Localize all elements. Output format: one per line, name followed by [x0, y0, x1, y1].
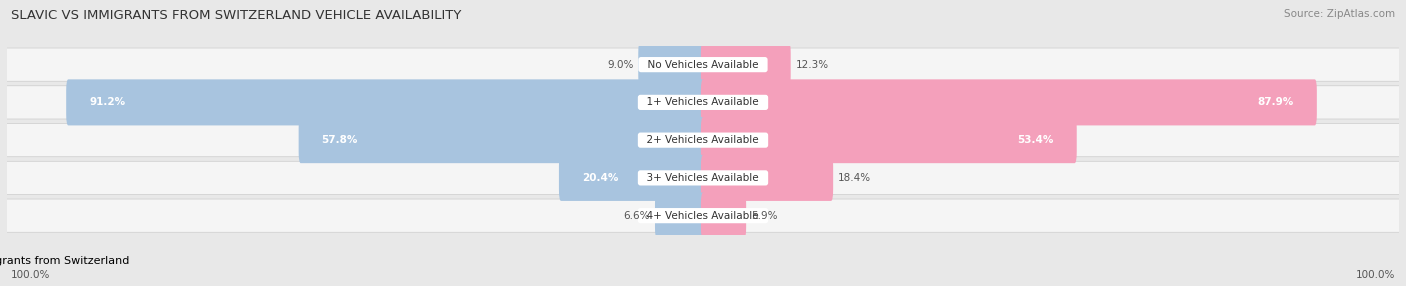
Text: 53.4%: 53.4%: [1018, 135, 1053, 145]
FancyBboxPatch shape: [702, 155, 834, 201]
Text: Source: ZipAtlas.com: Source: ZipAtlas.com: [1284, 9, 1395, 19]
Text: 57.8%: 57.8%: [322, 135, 359, 145]
Text: 4+ Vehicles Available: 4+ Vehicles Available: [641, 211, 765, 221]
FancyBboxPatch shape: [0, 124, 1406, 157]
FancyBboxPatch shape: [702, 79, 1317, 126]
Text: 20.4%: 20.4%: [582, 173, 619, 183]
Text: 100.0%: 100.0%: [11, 270, 51, 280]
FancyBboxPatch shape: [702, 41, 790, 88]
Legend: Slavic, Immigrants from Switzerland: Slavic, Immigrants from Switzerland: [0, 251, 134, 271]
FancyBboxPatch shape: [702, 117, 1077, 163]
Text: 2+ Vehicles Available: 2+ Vehicles Available: [641, 135, 765, 145]
Text: 6.6%: 6.6%: [624, 211, 650, 221]
FancyBboxPatch shape: [655, 192, 704, 239]
Text: 5.9%: 5.9%: [751, 211, 778, 221]
Text: 18.4%: 18.4%: [838, 173, 872, 183]
Text: 12.3%: 12.3%: [796, 60, 828, 69]
FancyBboxPatch shape: [560, 155, 704, 201]
FancyBboxPatch shape: [0, 199, 1406, 232]
Text: 9.0%: 9.0%: [607, 60, 633, 69]
Text: 91.2%: 91.2%: [89, 98, 125, 107]
FancyBboxPatch shape: [638, 41, 704, 88]
Text: 3+ Vehicles Available: 3+ Vehicles Available: [641, 173, 765, 183]
FancyBboxPatch shape: [702, 192, 747, 239]
Text: No Vehicles Available: No Vehicles Available: [641, 60, 765, 69]
FancyBboxPatch shape: [0, 86, 1406, 119]
Text: 100.0%: 100.0%: [1355, 270, 1395, 280]
FancyBboxPatch shape: [0, 161, 1406, 194]
FancyBboxPatch shape: [0, 48, 1406, 81]
Text: 1+ Vehicles Available: 1+ Vehicles Available: [641, 98, 765, 107]
FancyBboxPatch shape: [66, 79, 704, 126]
FancyBboxPatch shape: [298, 117, 704, 163]
Text: 87.9%: 87.9%: [1257, 98, 1294, 107]
Text: SLAVIC VS IMMIGRANTS FROM SWITZERLAND VEHICLE AVAILABILITY: SLAVIC VS IMMIGRANTS FROM SWITZERLAND VE…: [11, 9, 461, 21]
